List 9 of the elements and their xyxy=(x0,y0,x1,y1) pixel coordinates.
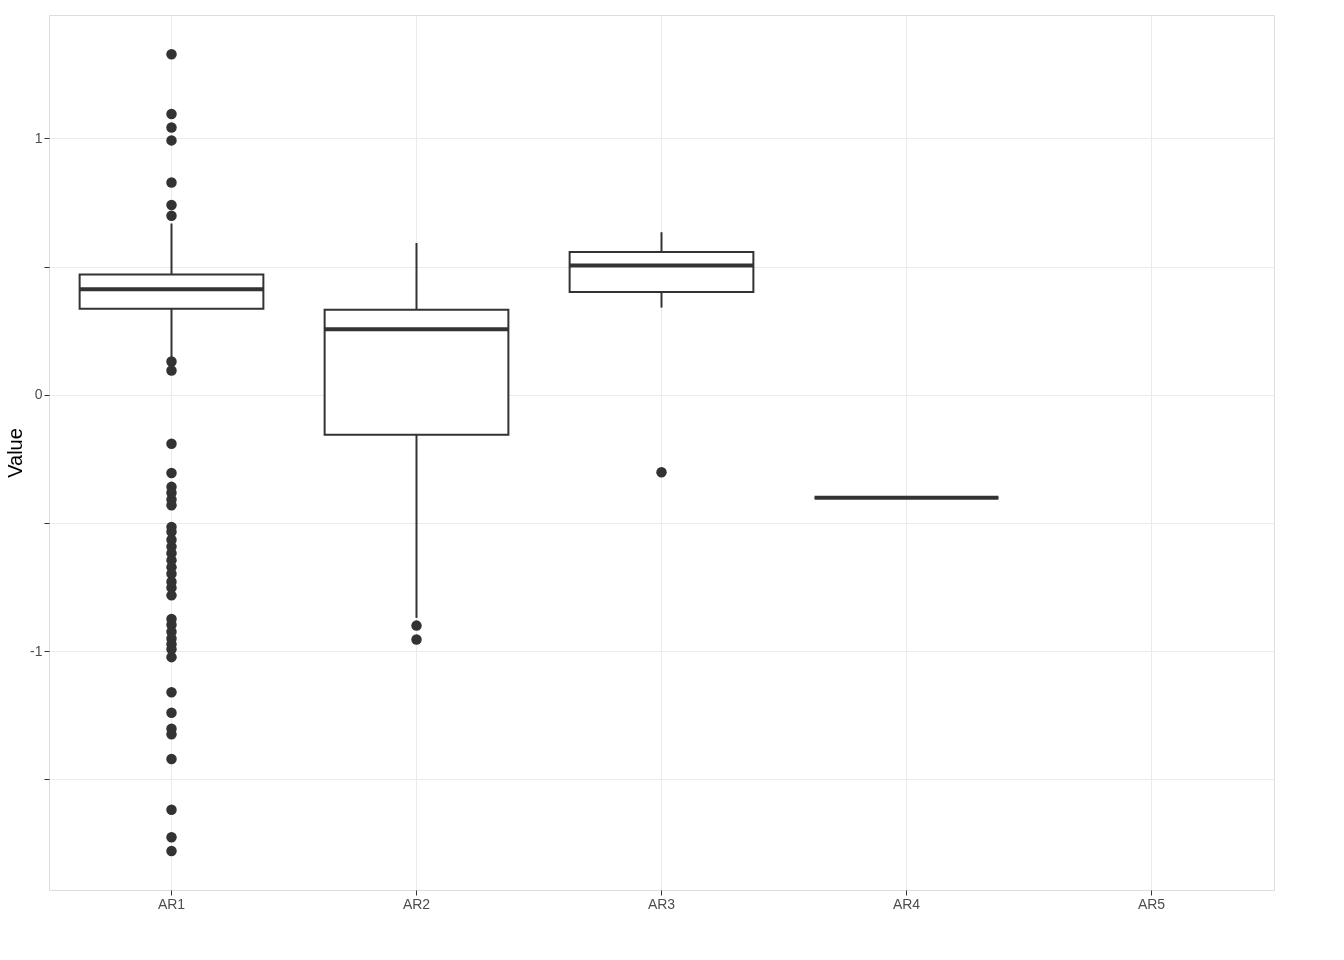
x-tick-label: AR5 xyxy=(1137,895,1166,912)
y-tick-label: 0 xyxy=(34,386,43,403)
x-tick-label: AR3 xyxy=(647,895,676,912)
y-tick-label: 1 xyxy=(34,129,43,146)
x-tick-label: AR4 xyxy=(892,895,921,912)
y-axis-title: Value xyxy=(4,428,27,478)
x-tick-label: AR1 xyxy=(157,895,186,912)
y-tick-label: -1 xyxy=(30,642,43,659)
x-tick-label: AR2 xyxy=(402,895,431,912)
